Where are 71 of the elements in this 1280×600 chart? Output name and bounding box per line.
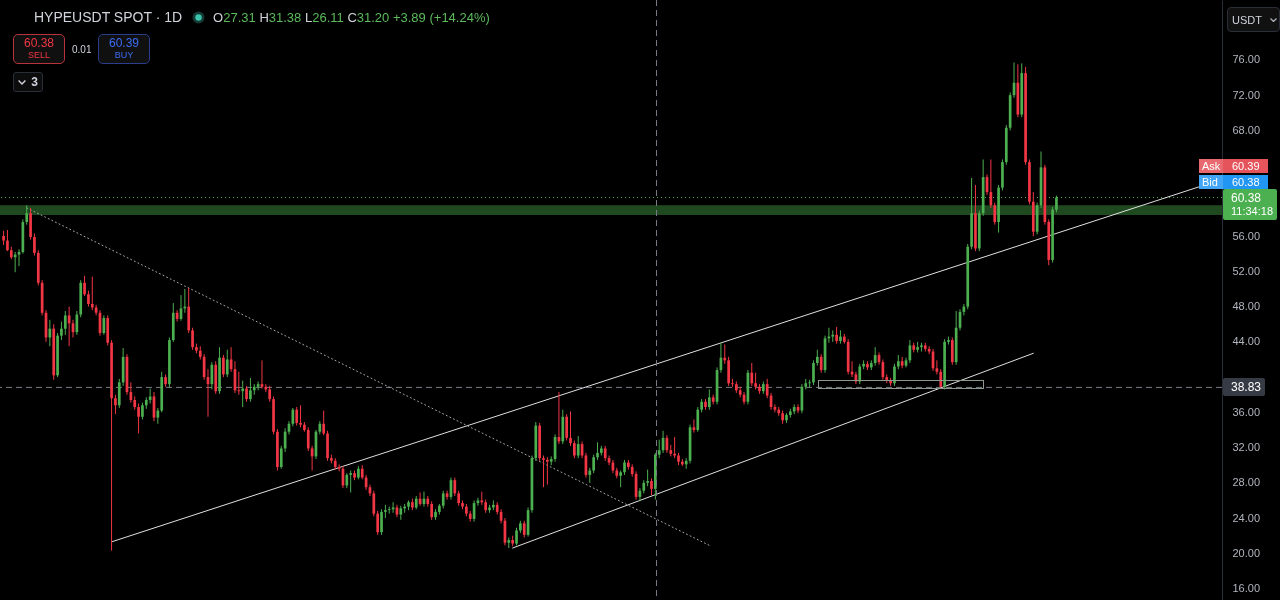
candlestick (380, 508, 383, 536)
y-tick-label: 68.00 (1232, 123, 1261, 136)
price-tag: 38.83 (1223, 378, 1266, 397)
candlestick (569, 410, 572, 447)
candlestick (576, 435, 580, 459)
candlestick (222, 354, 225, 378)
candlestick (187, 287, 191, 334)
y-tick-label: 32.00 (1232, 441, 1261, 454)
annotation: 60.38 (23, 36, 55, 50)
annotation: 60.39 (108, 36, 140, 50)
candlestick (565, 413, 568, 442)
candlestick (542, 455, 545, 488)
y-tick-label: 24.00 (1232, 511, 1261, 524)
candlestick (191, 327, 194, 351)
annotation: BUY (113, 50, 135, 61)
candlestick (63, 310, 67, 336)
y-tick-label: 48.00 (1232, 300, 1261, 313)
candlestick (249, 377, 252, 403)
candlestick (322, 410, 326, 436)
y-tick-label: 76.00 (1232, 53, 1261, 66)
candlestick (137, 403, 140, 434)
candlestick (83, 275, 86, 297)
y-tick-label: 56.00 (1232, 229, 1261, 242)
candlestick (858, 363, 862, 385)
y-tick-label: 16.00 (1232, 582, 1261, 595)
annotation: Bid (1199, 175, 1223, 189)
annotation: 3 (31, 75, 38, 89)
candlestick (696, 406, 700, 433)
y-axis-title: USDT (1232, 13, 1262, 26)
candlestick (873, 346, 877, 367)
y-tick-label: 52.00 (1232, 264, 1261, 277)
annotation: Ask (1199, 159, 1223, 173)
y-tick-label: 44.00 (1232, 335, 1261, 348)
y-tick-label: 28.00 (1232, 476, 1261, 489)
buy-button: 60.39 BUY (98, 34, 150, 64)
y-tick-label: 20.00 (1232, 546, 1261, 559)
candlestick (812, 359, 815, 386)
candlestick (831, 329, 835, 343)
candlestick (673, 436, 676, 459)
candlestick (430, 500, 434, 521)
candlestick (210, 361, 214, 390)
candlestick (90, 276, 94, 311)
annotation: SELL (27, 50, 51, 61)
candlestick (114, 394, 117, 415)
candlestick (727, 356, 730, 387)
candlestick (33, 232, 36, 257)
candlestick (6, 229, 9, 252)
annotation: 0.01 (72, 44, 92, 55)
candlestick (819, 353, 823, 374)
sell-button: 60.38 SELL (13, 34, 65, 64)
candlestick (453, 477, 457, 497)
candlestick (592, 454, 595, 474)
candlestick (295, 406, 299, 427)
y-tick-label: 36.00 (1232, 405, 1261, 418)
candlestick (349, 469, 353, 494)
text: HYPEUSDT SPOT · 1D (34, 9, 183, 25)
currency-selector: USDT (1227, 7, 1280, 32)
text: O27.31 H31.38 L26.11 C31.20 +3.89 (+14.24%) (213, 9, 490, 25)
candlestick (750, 362, 754, 387)
candlestick (29, 207, 32, 241)
price-tag: 60.38 11:34:18 (1223, 188, 1277, 220)
candlestick (376, 510, 380, 536)
candlestick (546, 456, 549, 486)
ref-line-label: 38.83 (1231, 380, 1262, 395)
y-tick-label: 72.00 (1232, 88, 1261, 101)
candlestick (950, 336, 954, 366)
indicator-toggle: 3 (13, 72, 43, 92)
candlestick (60, 321, 63, 341)
candlestick (225, 349, 229, 378)
candlestick (299, 404, 302, 428)
ref-line-label: 60.38 (1231, 190, 1263, 205)
